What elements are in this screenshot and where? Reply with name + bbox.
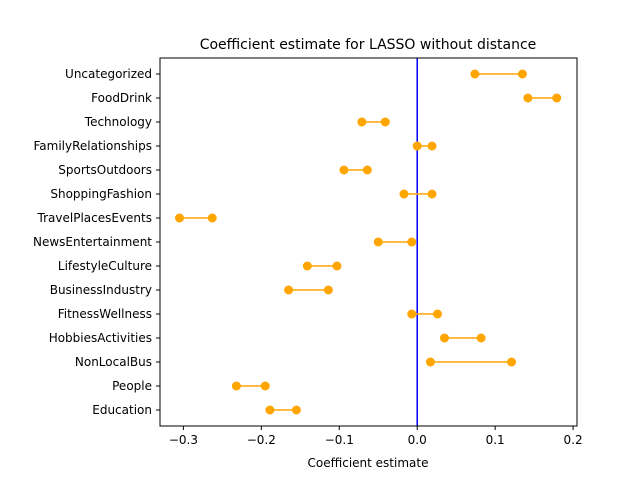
high-point-NewsEntertainment — [407, 237, 417, 247]
high-point-ShoppingFashion — [427, 189, 437, 199]
low-point-NonLocalBus — [425, 357, 435, 367]
y-tick-label: Technology — [84, 115, 152, 129]
low-point-People — [231, 381, 241, 391]
x-axis: −0.3 −0.2 −0.1 0.0 0.1 0.2 — [169, 426, 583, 447]
high-point-FamilyRelationships — [427, 141, 437, 151]
y-axis: Uncategorized FoodDrink Technology FamilyRe… — [33, 67, 160, 417]
low-point-Technology — [357, 117, 367, 127]
high-point-FoodDrink — [552, 93, 562, 103]
low-point-HobbiesActivities — [439, 333, 449, 343]
low-point-Education — [265, 405, 275, 415]
y-tick-label: FamilyRelationships — [33, 139, 152, 153]
low-point-Uncategorized — [470, 69, 480, 79]
y-tick-label: HobbiesActivities — [49, 331, 152, 345]
x-axis-label: Coefficient estimate — [308, 456, 429, 470]
y-tick-label: People — [112, 379, 152, 393]
low-point-SportsOutdoors — [339, 165, 349, 175]
high-point-TravelPlacesEvents — [207, 213, 217, 223]
low-point-NewsEntertainment — [373, 237, 383, 247]
low-point-TravelPlacesEvents — [174, 213, 184, 223]
y-tick-label: FitnessWellness — [58, 307, 152, 321]
low-point-FoodDrink — [523, 93, 533, 103]
high-point-NonLocalBus — [507, 357, 517, 367]
high-point-Uncategorized — [517, 69, 527, 79]
high-point-FitnessWellness — [432, 309, 442, 319]
y-tick-label: SportsOutdoors — [58, 163, 152, 177]
y-tick-label: BusinessIndustry — [50, 283, 152, 297]
y-tick-label: LifestyleCulture — [58, 259, 152, 273]
high-point-BusinessIndustry — [323, 285, 333, 295]
y-tick-label: ShoppingFashion — [50, 187, 152, 201]
low-point-BusinessIndustry — [284, 285, 294, 295]
low-point-LifestyleCulture — [302, 261, 312, 271]
y-tick-label: TravelPlacesEvents — [37, 211, 152, 225]
plot-frame — [159, 57, 578, 427]
x-tick-label: 0.0 — [408, 433, 427, 447]
low-point-FamilyRelationships — [412, 141, 422, 151]
x-tick-label: −0.3 — [169, 433, 198, 447]
y-tick-label: NonLocalBus — [75, 355, 152, 369]
high-point-Education — [291, 405, 301, 415]
plot-area — [174, 58, 562, 426]
y-tick-label: FoodDrink — [91, 91, 152, 105]
high-point-SportsOutdoors — [362, 165, 372, 175]
high-point-Technology — [380, 117, 390, 127]
high-point-LifestyleCulture — [332, 261, 342, 271]
x-tick-label: −0.1 — [325, 433, 354, 447]
x-tick-label: 0.2 — [564, 433, 583, 447]
y-tick-label: NewsEntertainment — [33, 235, 152, 249]
low-point-FitnessWellness — [407, 309, 417, 319]
high-point-People — [260, 381, 270, 391]
chart-title: Coefficient estimate for LASSO without d… — [200, 37, 537, 53]
x-tick-label: 0.1 — [486, 433, 505, 447]
high-point-HobbiesActivities — [476, 333, 486, 343]
y-tick-label: Uncategorized — [65, 67, 152, 81]
low-point-ShoppingFashion — [399, 189, 409, 199]
x-tick-label: −0.2 — [247, 433, 276, 447]
y-tick-label: Education — [92, 403, 152, 417]
